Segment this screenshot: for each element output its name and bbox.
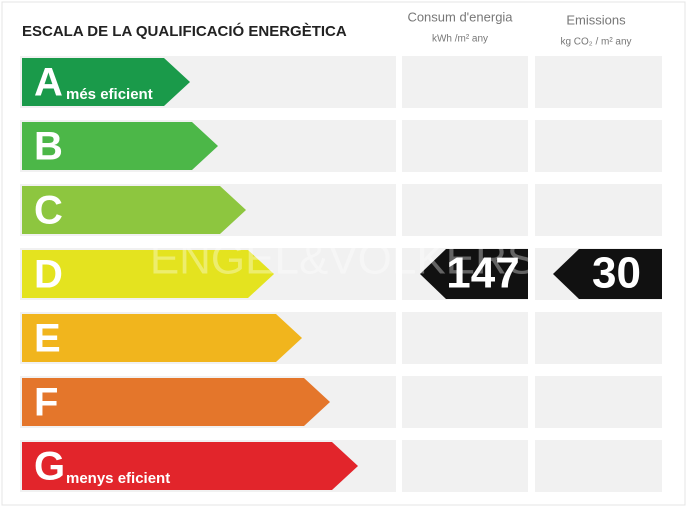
class-arrow: [22, 186, 246, 234]
cell: [535, 376, 662, 428]
cell: [402, 184, 528, 236]
cell: [402, 312, 528, 364]
column-label: Consum d'energia: [407, 9, 513, 24]
class-letter: C: [34, 189, 63, 233]
column-unit: kWh /m² any: [432, 34, 488, 45]
class-letter: D: [34, 253, 63, 297]
indicator: [420, 249, 528, 299]
cell: [402, 376, 528, 428]
column-label: Emissions: [566, 12, 626, 27]
class-arrow: [22, 58, 190, 106]
cell: [535, 184, 662, 236]
cell: [535, 120, 662, 172]
class-letter: B: [34, 125, 63, 169]
column-unit: kg CO₂ / m² any: [560, 37, 631, 48]
class-letter: A: [34, 61, 63, 105]
class-arrow: [22, 378, 330, 426]
title: ESCALA DE LA QUALIFICACIÓ ENERGÈTICA: [22, 22, 347, 40]
indicator-value: 30: [592, 249, 641, 298]
watermark: ENGEL&VÖLKERS: [150, 235, 536, 284]
cell: [535, 440, 662, 492]
cell: [402, 56, 528, 108]
cell: [402, 120, 528, 172]
indicator: [553, 249, 662, 299]
cell: [402, 440, 528, 492]
indicator-value: 147: [446, 249, 519, 298]
class-arrow: [22, 250, 274, 298]
class-arrow: [22, 442, 358, 490]
cell: [535, 56, 662, 108]
cell: [535, 312, 662, 364]
class-letter: E: [34, 317, 61, 361]
class-note: menys eficient: [66, 470, 170, 487]
class-arrow: [22, 122, 218, 170]
class-arrow: [22, 314, 302, 362]
class-note: més eficient: [66, 86, 153, 103]
class-letter: F: [34, 381, 58, 425]
class-letter: G: [34, 445, 65, 489]
